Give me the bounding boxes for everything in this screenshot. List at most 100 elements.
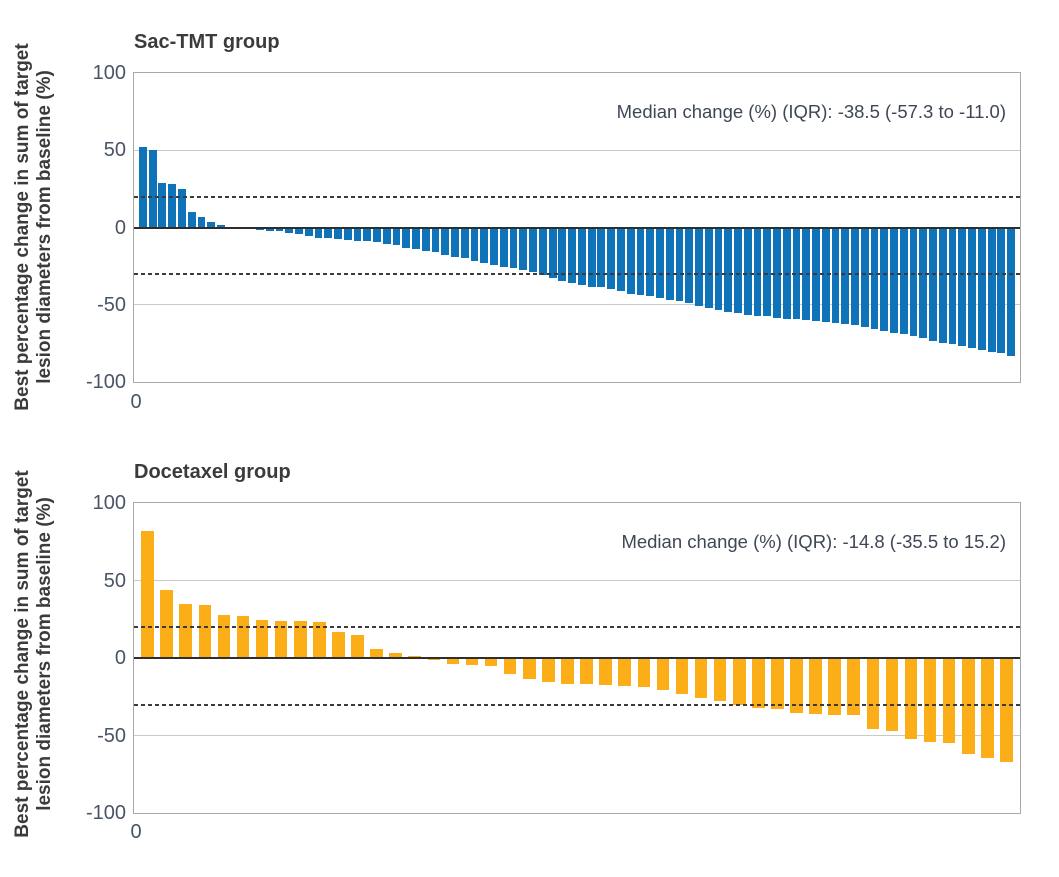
bar	[158, 183, 167, 228]
chart-title: Docetaxel group	[134, 461, 291, 483]
bar	[148, 150, 157, 228]
bar	[968, 227, 976, 348]
x-axis-tick-label: 0	[130, 391, 142, 413]
bar	[695, 227, 703, 306]
bar	[343, 227, 352, 240]
bar	[831, 227, 840, 324]
dashed-reference-line-20	[134, 195, 1020, 198]
y-tick-label: 100	[92, 492, 126, 514]
bar	[197, 217, 206, 228]
bar	[773, 227, 781, 318]
y-tick-label: 50	[103, 139, 126, 162]
bar	[841, 227, 850, 325]
bar	[217, 225, 225, 228]
bar	[179, 603, 192, 658]
bar	[987, 227, 996, 352]
bar	[607, 227, 616, 290]
bar	[929, 227, 937, 342]
bar	[961, 658, 975, 755]
bar	[363, 227, 372, 242]
bar	[353, 227, 362, 241]
bar	[714, 227, 723, 311]
bar	[293, 620, 307, 658]
bar	[561, 658, 574, 684]
bar	[1000, 658, 1013, 762]
bar	[441, 227, 450, 255]
bar	[275, 227, 284, 232]
bar	[304, 227, 313, 236]
bar	[618, 658, 631, 686]
dashed-reference-line-20	[134, 626, 1020, 628]
bar	[274, 620, 288, 658]
bar	[324, 227, 333, 239]
bar	[616, 227, 625, 291]
bar	[938, 227, 947, 343]
bar	[529, 227, 537, 273]
bar	[427, 658, 441, 661]
median-change-annotation: Median change (%) (IQR): -38.5 (-57.3 to…	[616, 101, 1006, 122]
bar	[597, 227, 606, 287]
bar	[885, 658, 899, 731]
bar	[847, 658, 861, 716]
bar	[332, 631, 345, 658]
bar	[599, 658, 612, 686]
bar	[490, 227, 498, 265]
gridline-50	[134, 580, 1020, 581]
y-tick-label: 0	[114, 647, 126, 669]
bar	[942, 658, 956, 744]
bar	[704, 227, 713, 308]
y-tick-label: -50	[97, 724, 126, 747]
zero-baseline	[134, 226, 1020, 229]
bar	[587, 227, 596, 287]
bar	[334, 227, 342, 240]
bar	[636, 227, 645, 296]
bar	[351, 634, 364, 658]
bar	[431, 227, 440, 253]
zero-baseline	[134, 657, 1020, 659]
bar	[558, 227, 567, 281]
bar	[1007, 227, 1016, 356]
y-axis-label: Best percentage change in sum of target …	[12, 449, 58, 859]
bar	[451, 227, 459, 257]
bar	[509, 227, 518, 268]
plot-area: Median change (%) (IQR): -14.8 (-35.5 to…	[133, 502, 1021, 814]
bar	[207, 222, 216, 228]
bar	[909, 227, 918, 336]
bar	[160, 589, 173, 658]
bar	[752, 658, 765, 709]
bar	[790, 658, 803, 714]
bar	[656, 227, 664, 298]
y-tick-label: 0	[114, 216, 126, 239]
gridline--50	[134, 735, 1020, 736]
bar	[866, 658, 880, 730]
bar	[568, 227, 577, 284]
dashed-reference-line--30	[134, 272, 1020, 275]
y-axis-label-line2: lesion diameters from baseline (%)	[34, 497, 55, 811]
bar	[637, 658, 651, 688]
dashed-reference-line--30	[134, 703, 1020, 706]
bar	[446, 658, 460, 665]
bar	[713, 658, 727, 701]
y-tick-label: 100	[92, 62, 126, 84]
bar	[138, 147, 147, 228]
bar	[503, 658, 517, 675]
bar	[904, 658, 918, 740]
bar	[734, 227, 742, 314]
bar	[382, 227, 391, 244]
bar	[675, 227, 684, 301]
y-tick-label: 50	[103, 569, 126, 592]
bar	[732, 658, 746, 706]
bar	[373, 227, 381, 243]
y-tick-label: -100	[85, 371, 126, 393]
bar	[217, 614, 231, 658]
bar	[392, 227, 401, 246]
bar	[675, 658, 689, 694]
bar	[809, 658, 822, 714]
bar	[313, 622, 326, 658]
bar	[460, 227, 469, 259]
bar	[743, 227, 752, 315]
y-tick-label: -100	[85, 802, 126, 824]
bar	[656, 658, 670, 690]
